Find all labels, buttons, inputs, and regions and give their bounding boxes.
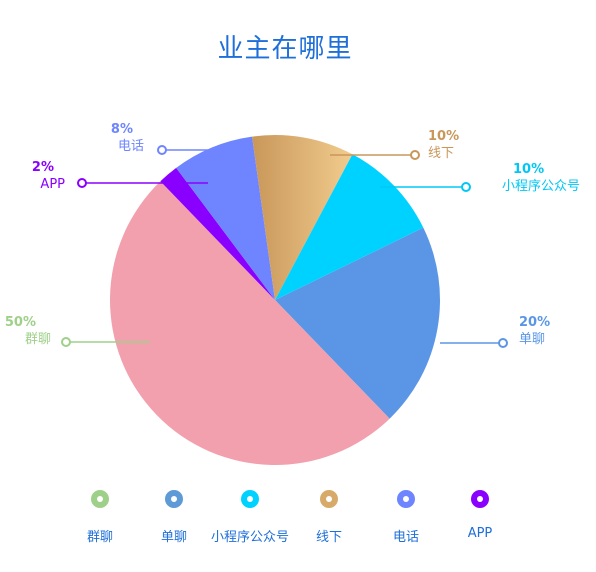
percent-label-qun-liao: 50% xyxy=(5,315,36,330)
legend-item-dan-liao[interactable]: 单聊 xyxy=(124,490,224,550)
pie-slice-xian-xia[interactable] xyxy=(252,135,353,300)
name-label-dian-hua: 电话 xyxy=(118,139,144,154)
legend-label: APP xyxy=(467,526,493,541)
legend-marker-icon xyxy=(241,490,259,508)
pie-slice-dian-hua[interactable] xyxy=(176,136,275,300)
leader-dot-dian-hua xyxy=(157,145,167,155)
legend-label: 小程序公众号 xyxy=(210,530,289,545)
name-label-xian-xia: 线下 xyxy=(428,146,454,161)
pie-slice-dan-liao[interactable] xyxy=(275,227,440,419)
slice-labels: 20% 单聊 50% 群聊 2% APP 8% 电话 10% 线下 10% 小程序公众号 xyxy=(5,122,580,347)
legend-marker-icon xyxy=(91,490,109,508)
legend-item-xiao-cheng-xu[interactable]: 小程序公众号 xyxy=(200,490,300,550)
leader-dot-app xyxy=(77,178,87,188)
leader-dot-dan-liao xyxy=(498,338,508,348)
legend-label: 电话 xyxy=(392,530,419,545)
legend-item-app[interactable]: APP xyxy=(430,490,530,550)
legend-label: 单聊 xyxy=(160,530,187,545)
legend-marker-icon xyxy=(320,490,338,508)
pie-slice-app[interactable] xyxy=(160,167,275,300)
percent-label-dan-liao: 20% xyxy=(519,315,550,330)
pie-slice-qun-liao[interactable] xyxy=(109,181,390,466)
leader-dot-qun-liao xyxy=(61,337,71,347)
percent-label-app: 2% xyxy=(32,160,54,175)
percent-label-dian-hua: 8% xyxy=(111,122,133,137)
legend-item-qun-liao[interactable]: 群聊 xyxy=(50,490,150,550)
name-label-qun-liao: 群聊 xyxy=(25,332,51,347)
percent-label-xiao-cheng-xu: 10% xyxy=(513,162,544,177)
leader-dot-xiao-cheng-xu xyxy=(461,182,471,192)
legend-item-dian-hua[interactable]: 电话 xyxy=(356,490,456,550)
slice-leader-lines xyxy=(61,145,508,348)
pie-chart: 20% 单聊 50% 群聊 2% APP 8% 电话 10% 线下 10% 小程序公众号 xyxy=(5,122,580,466)
name-label-app: APP xyxy=(40,177,65,192)
leader-dot-xian-xia xyxy=(410,150,420,160)
chart-title: 业主在哪里 xyxy=(217,34,353,64)
pie-slices xyxy=(109,135,440,466)
percent-label-xian-xia: 10% xyxy=(428,129,459,144)
legend-marker-icon xyxy=(165,490,183,508)
name-label-dan-liao: 单聊 xyxy=(519,332,545,347)
legend-marker-icon xyxy=(397,490,415,508)
pie-slice-xiao-cheng-xu[interactable] xyxy=(275,154,424,300)
legend-item-xian-xia[interactable]: 线下 xyxy=(279,490,379,550)
legend-label: 群聊 xyxy=(86,530,113,545)
name-label-xiao-cheng-xu: 小程序公众号 xyxy=(502,179,580,194)
legend-marker-icon xyxy=(471,490,489,508)
legend-label: 线下 xyxy=(315,530,342,545)
